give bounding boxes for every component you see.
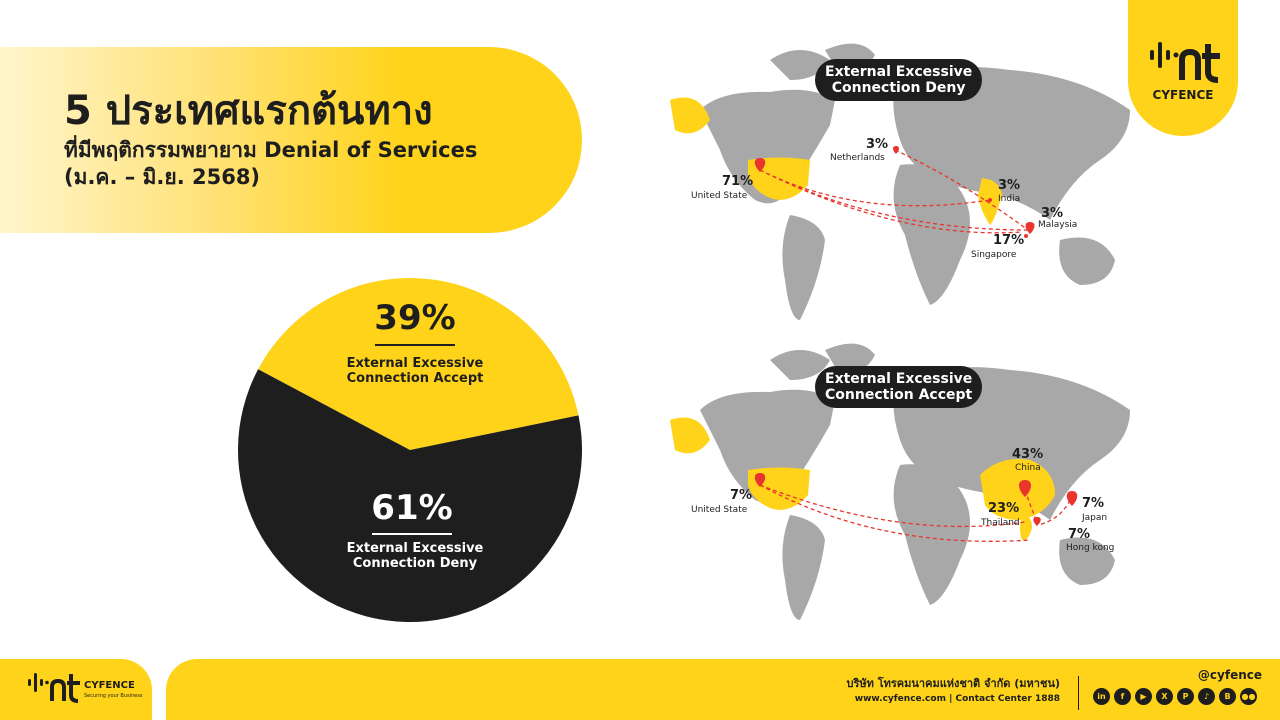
pie-slice-label-deny-line2: Connection Deny bbox=[352, 556, 478, 571]
footer-left-band bbox=[0, 659, 152, 720]
map-accept-title-line2: Connection Accept bbox=[825, 387, 973, 403]
footer-social-handle[interactable]: @cyfence bbox=[1197, 668, 1262, 682]
pie-slice-label-accept-line1: External Excessive bbox=[346, 356, 484, 371]
world-map-deny bbox=[670, 43, 1130, 320]
map-accept-country-us: United State bbox=[691, 505, 748, 515]
map-deny-title-line1: External Excessive bbox=[825, 64, 973, 80]
map-deny-country-netherlands: Netherlands bbox=[830, 153, 885, 163]
map-accept-value-us: 7% bbox=[730, 488, 753, 503]
pie-slice-label-deny-pct: 61% bbox=[371, 488, 453, 528]
map-accept-country-japan: Japan bbox=[1082, 513, 1108, 523]
map-deny-country-us: United State bbox=[691, 191, 748, 201]
marker-us-icon bbox=[754, 158, 766, 172]
footer-website-link[interactable]: www.cyfence.com | Contact Center 1888 bbox=[854, 694, 1060, 704]
alaska-highlight bbox=[670, 97, 710, 134]
location-markers bbox=[754, 146, 1035, 238]
map-deny-value-netherlands: 3% bbox=[866, 137, 889, 152]
x-icon[interactable]: X bbox=[1156, 688, 1173, 705]
subtitle-line-2: (ม.ค. – มิ.ย. 2568) bbox=[64, 165, 261, 189]
facebook-icon[interactable]: f bbox=[1114, 688, 1131, 705]
pie-rule-deny bbox=[372, 533, 452, 535]
map-deny-value-us: 71% bbox=[722, 174, 754, 189]
logo-text: CYFENCE bbox=[1152, 88, 1214, 102]
pie-slice-deny bbox=[237, 369, 582, 622]
map-landmass bbox=[700, 43, 1130, 320]
blockdit-icon[interactable]: B bbox=[1219, 688, 1236, 705]
medium-icon[interactable]: ●● bbox=[1240, 688, 1257, 705]
tiktok-icon[interactable]: ♪ bbox=[1198, 688, 1215, 705]
subtitle-line-1: ที่มีพฤติกรรมพยายาม Denial of Services bbox=[64, 138, 478, 162]
china-highlight bbox=[980, 459, 1055, 520]
map-accept-title-pill: External Excessive Connection Accept bbox=[815, 366, 983, 408]
pinterest-icon[interactable]: P bbox=[1177, 688, 1194, 705]
pie-chart bbox=[237, 278, 582, 622]
pie-slice-label-accept-pct: 39% bbox=[374, 298, 456, 338]
location-markers bbox=[754, 473, 1078, 526]
map-accept-title-line1: External Excessive bbox=[825, 371, 973, 387]
alaska-highlight bbox=[670, 417, 710, 454]
map-deny-title-pill: External Excessive Connection Deny bbox=[815, 59, 983, 101]
map-accept-value-china: 43% bbox=[1012, 447, 1044, 462]
map-deny-country-malaysia: Malaysia bbox=[1038, 220, 1078, 230]
map-deny-value-singapore: 17% bbox=[993, 233, 1025, 248]
connection-lines bbox=[759, 149, 1029, 234]
connection-lines bbox=[759, 484, 1071, 542]
pie-slice-accept bbox=[258, 278, 579, 450]
footer-slogan: Securing your Business bbox=[84, 693, 143, 699]
footer-right-band bbox=[166, 659, 1280, 720]
map-accept-value-thailand: 23% bbox=[988, 501, 1020, 516]
footer-company-name: บริษัท โทรคมนาคมแห่งชาติ จำกัด (มหาชน) bbox=[846, 677, 1060, 690]
marker-india-icon bbox=[988, 198, 992, 202]
map-accept-value-japan: 7% bbox=[1082, 496, 1105, 511]
marker-us-icon bbox=[754, 473, 766, 487]
marker-singapore-icon bbox=[1024, 234, 1028, 238]
footer-divider bbox=[1078, 676, 1079, 710]
map-accept-value-hongkong: 7% bbox=[1068, 527, 1091, 542]
map-deny-country-singapore: Singapore bbox=[971, 250, 1017, 260]
page-subtitle: ที่มีพฤติกรรมพยายาม Denial of Services (… bbox=[64, 137, 477, 191]
marker-thailand-icon bbox=[1033, 517, 1041, 526]
highlighted-countries bbox=[670, 417, 1055, 541]
world-map-accept bbox=[670, 343, 1130, 620]
marker-japan-icon bbox=[1066, 491, 1078, 506]
map-accept-country-china: China bbox=[1015, 463, 1041, 473]
us-highlight bbox=[748, 157, 810, 200]
pie-rule-accept bbox=[375, 344, 455, 346]
map-deny-value-india: 3% bbox=[998, 178, 1021, 193]
footer-brand: CYFENCE bbox=[84, 680, 135, 691]
marker-netherlands-icon bbox=[893, 146, 899, 154]
pie-slice-label-deny-line1: External Excessive bbox=[346, 541, 484, 556]
pie-slice-label-accept-line2: Connection Accept bbox=[346, 371, 484, 386]
map-accept-country-thailand: Thailand bbox=[981, 518, 1020, 528]
marker-china-icon bbox=[1019, 480, 1031, 497]
map-deny-value-malaysia: 3% bbox=[1041, 206, 1064, 221]
nt-logo-icon bbox=[1150, 42, 1220, 83]
title-band bbox=[0, 47, 582, 233]
map-deny-country-india: India bbox=[998, 194, 1021, 204]
footer-nt-logo-icon bbox=[28, 673, 80, 703]
map-deny-title-line2: Connection Deny bbox=[831, 80, 966, 96]
thailand-highlight bbox=[1020, 515, 1032, 541]
marker-malaysia-icon bbox=[1025, 222, 1035, 234]
linkedin-icon[interactable]: in bbox=[1093, 688, 1110, 705]
youtube-icon[interactable]: ▶ bbox=[1135, 688, 1152, 705]
page-title: 5 ประเทศแรกต้นทาง bbox=[64, 88, 433, 134]
map-accept-country-hongkong: Hong kong bbox=[1066, 543, 1115, 553]
